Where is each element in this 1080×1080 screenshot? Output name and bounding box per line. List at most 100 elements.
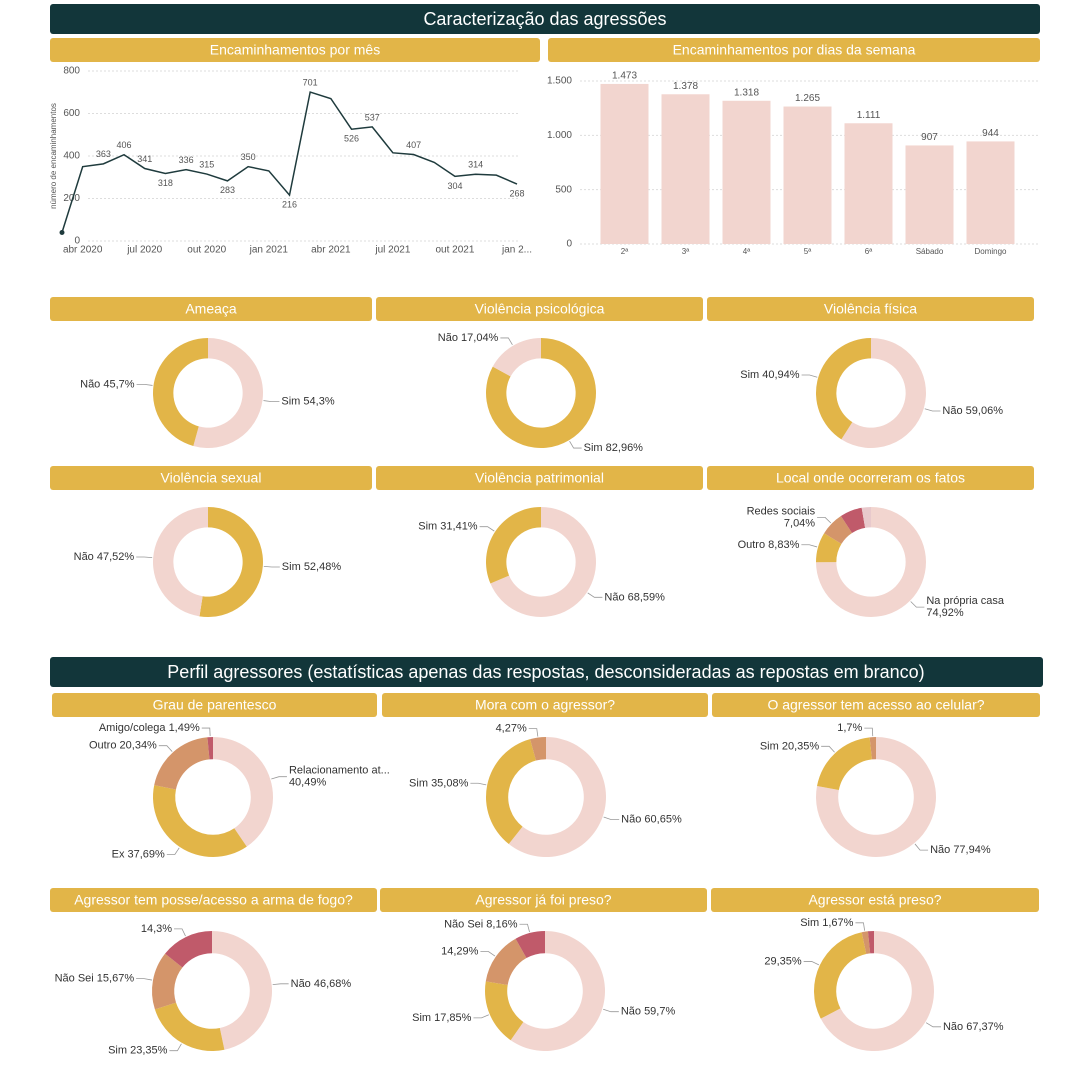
section-header: Perfil agressores (estatísticas apenas d… bbox=[167, 662, 924, 682]
data-label: Sim 35,08% bbox=[409, 777, 469, 789]
value-label: 46,68% bbox=[314, 978, 352, 990]
value-label: 14,29% bbox=[441, 945, 479, 957]
section-header-bg bbox=[50, 657, 1043, 687]
y-tick-label: 500 bbox=[555, 184, 572, 195]
category-label: Outro bbox=[89, 740, 117, 752]
leader-line bbox=[821, 745, 835, 753]
leader-line bbox=[803, 961, 820, 966]
value-label: 31,41% bbox=[440, 521, 478, 533]
data-label: 1,7% bbox=[837, 722, 862, 734]
leader-line bbox=[587, 592, 603, 598]
x-tick-label: out 2020 bbox=[187, 245, 226, 256]
category-label: Outro bbox=[738, 539, 766, 551]
x-tick-label: abr 2021 bbox=[311, 245, 351, 256]
panel-title: Agressor está preso? bbox=[808, 892, 941, 908]
leader-line bbox=[519, 923, 530, 933]
y-tick-label: 400 bbox=[63, 151, 80, 162]
bar bbox=[844, 123, 893, 244]
data-label: 363 bbox=[96, 149, 111, 159]
panel-title: Encaminhamentos por mês bbox=[210, 42, 380, 58]
value-label: 4,27% bbox=[496, 723, 527, 735]
panel-title-bg bbox=[50, 297, 372, 321]
value-label: 8,16% bbox=[486, 918, 517, 930]
value-label: 7,04% bbox=[784, 517, 815, 529]
leader-line bbox=[500, 337, 513, 346]
value-label: 45,7% bbox=[103, 378, 134, 390]
value-label: 15,67% bbox=[97, 973, 135, 985]
data-label: 14,29% bbox=[441, 945, 479, 957]
point bbox=[59, 230, 65, 235]
data-label: 14,3% bbox=[141, 923, 172, 935]
slice bbox=[154, 1002, 225, 1051]
data-label: 314 bbox=[468, 160, 483, 170]
panel-title-bg bbox=[376, 297, 703, 321]
leader-line bbox=[924, 408, 941, 412]
x-tick-label: jul 2021 bbox=[374, 245, 410, 256]
panel-title: Violência psicológica bbox=[475, 301, 605, 317]
data-label: Sim 54,3% bbox=[281, 396, 334, 408]
leader-line bbox=[166, 847, 180, 855]
leader-line bbox=[603, 816, 620, 821]
panel-title-bg bbox=[711, 888, 1039, 912]
data-label: Não 60,65% bbox=[621, 814, 682, 826]
bar bbox=[783, 106, 832, 244]
leader-line bbox=[263, 400, 280, 403]
slice bbox=[485, 338, 596, 448]
value-label: 1,7% bbox=[837, 722, 862, 734]
value-label: 1,49% bbox=[169, 722, 200, 734]
leader-line bbox=[158, 745, 173, 752]
category-label: Na própria casa bbox=[926, 595, 1005, 607]
bar bbox=[661, 94, 710, 245]
leader-line bbox=[864, 727, 874, 737]
value-label: 77,94% bbox=[953, 844, 991, 856]
category-label: Sim bbox=[418, 521, 437, 533]
data-label: Sim 52,48% bbox=[282, 561, 342, 573]
data-label: Relacionamento at... 40,49% bbox=[289, 765, 390, 789]
category-label: Não bbox=[943, 1021, 963, 1033]
category-label: Relacionamento at... bbox=[289, 765, 390, 777]
panel-title-bg bbox=[382, 693, 708, 717]
value-label: 17,04% bbox=[461, 332, 499, 344]
data-label: 407 bbox=[406, 140, 421, 150]
category-label: Não bbox=[942, 405, 962, 417]
panel-title-bg bbox=[50, 888, 377, 912]
value-label: 74,92% bbox=[926, 607, 964, 619]
data-label: Sim 40,94% bbox=[740, 369, 800, 381]
value-label: 59,06% bbox=[966, 405, 1004, 417]
category-label: Redes sociais bbox=[747, 505, 816, 517]
data-label: 29,35% bbox=[764, 955, 802, 967]
slice bbox=[153, 507, 208, 617]
y-tick-label: 600 bbox=[63, 108, 80, 119]
data-label: Não Sei 15,67% bbox=[55, 973, 135, 985]
bar bbox=[966, 141, 1015, 244]
leader-line bbox=[136, 556, 153, 559]
category-label: Sim bbox=[282, 561, 301, 573]
slice bbox=[820, 931, 935, 1051]
panel-title-bg bbox=[707, 297, 1034, 321]
y-axis-label: número de encaminhamentos bbox=[49, 103, 58, 209]
x-tick-label: 6ª bbox=[865, 247, 872, 256]
slice bbox=[508, 737, 606, 857]
data-label: Não Sei 8,16% bbox=[444, 918, 518, 930]
panel-title-bg bbox=[50, 466, 372, 490]
slice bbox=[841, 338, 926, 448]
x-tick-label: jul 2020 bbox=[126, 245, 162, 256]
leader-line bbox=[473, 1014, 489, 1019]
data-label: 315 bbox=[199, 159, 214, 169]
x-tick-label: 5ª bbox=[804, 247, 811, 256]
value-label: 60,65% bbox=[644, 814, 682, 826]
data-label: Outro 20,34% bbox=[89, 740, 157, 752]
value-label: 1,67% bbox=[822, 917, 853, 929]
slice bbox=[867, 931, 874, 954]
data-label: 701 bbox=[303, 77, 318, 87]
leader-line bbox=[910, 601, 925, 608]
slice bbox=[485, 507, 541, 584]
data-label: Sim 31,41% bbox=[418, 521, 478, 533]
slice bbox=[815, 338, 871, 440]
slice bbox=[212, 930, 273, 1050]
leader-line bbox=[136, 978, 153, 981]
leader-line bbox=[174, 928, 186, 937]
leader-line bbox=[169, 1043, 182, 1052]
data-label: Não 47,52% bbox=[74, 551, 135, 563]
slice bbox=[824, 515, 853, 544]
